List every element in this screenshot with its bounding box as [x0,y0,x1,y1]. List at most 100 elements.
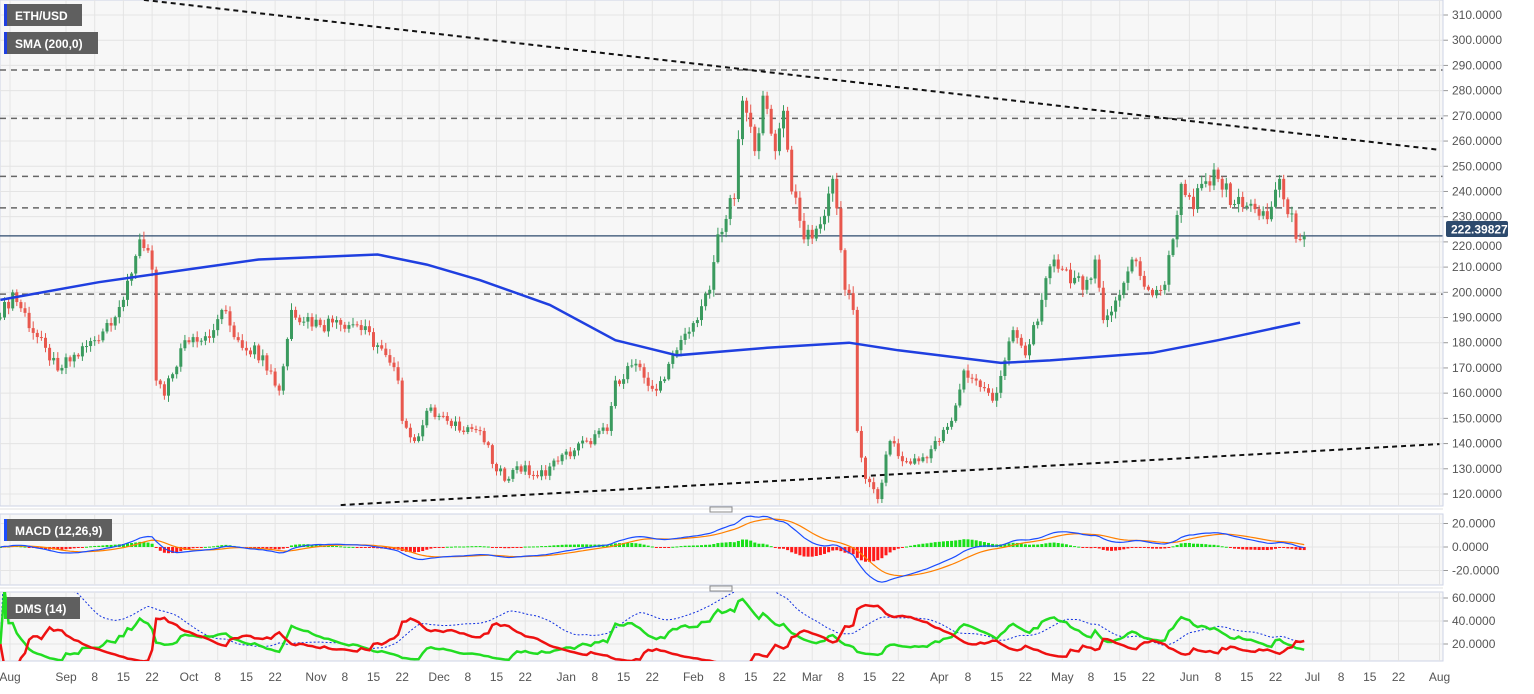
macd-histogram-bar [851,547,855,555]
macd-histogram-bar [404,547,408,552]
macd-histogram-bar [1175,544,1179,547]
candle-down [249,350,252,355]
price-tick-label: 300.0000 [1452,33,1502,47]
candle-up [523,465,527,472]
candle-down [244,347,248,351]
candle-down [142,239,146,248]
macd-histogram-bar [1179,543,1183,547]
time-tick-label: 22 [892,670,906,684]
macd-histogram-bar [253,547,257,548]
candle-down [835,178,839,209]
candle-up [134,256,138,274]
macd-histogram-bar [991,543,995,547]
drag-handle-icon[interactable] [709,506,733,513]
candle-down [798,197,802,221]
candle-down [355,324,359,326]
candle-down [187,340,191,343]
candle-up [80,346,84,357]
candle-down [900,456,904,462]
candle-down [642,367,646,378]
time-tick-label: 22 [268,670,282,684]
candle-up [814,228,818,239]
candle-up [999,375,1003,393]
candle-down [27,312,31,329]
candle-up [884,454,888,483]
macd-histogram-bar [786,547,790,551]
candle-up [671,355,675,364]
candle-up [281,366,285,391]
macd-histogram-bar [1269,547,1273,550]
sma-legend[interactable]: SMA (200,0) [4,32,98,54]
candle-up [736,139,740,200]
price-tick-label: 190.0000 [1452,311,1502,325]
price-plot[interactable] [0,0,1443,506]
candle-up [499,468,503,472]
candle-down [478,430,482,432]
candle-down [527,465,531,475]
time-tick-label: Mar [802,670,823,684]
price-tag: 222.39827 [1446,221,1508,237]
macd-histogram-bar [818,547,822,556]
candle-up [101,331,105,341]
macd-tick-label: -20.0000 [1452,564,1500,578]
candle-up [704,293,708,307]
dms-legend[interactable]: DMS (14) [4,597,80,619]
macd-histogram-bar [1130,547,1134,548]
candle-down [400,380,404,421]
macd-histogram-bar [638,543,642,547]
candle-down [359,325,363,331]
candle-down [876,489,880,500]
macd-histogram-bar [1118,547,1122,551]
price-tick-label: 120.0000 [1452,487,1502,501]
panel-splitter-1[interactable] [0,506,1443,513]
drag-handle-icon[interactable] [709,585,733,592]
macd-histogram-bar [978,541,982,547]
symbol-legend[interactable]: ETH/USD [4,4,82,26]
macd-tick-label: 20.0000 [1452,517,1496,531]
macd-histogram-bar [1056,542,1060,547]
macd-histogram-bar [462,546,466,548]
panel-splitter-2[interactable] [0,585,1443,592]
macd-histogram-bar [691,545,695,547]
candle-down [794,191,798,198]
trendline [143,0,1440,151]
time-tick-label: 8 [592,670,599,684]
macd-plot[interactable] [0,514,1443,585]
candle-up [946,426,949,430]
macd-histogram-bar [1159,547,1163,549]
candle-down [769,108,773,134]
price-tick-label: 290.0000 [1452,58,1502,72]
macd-histogram-bar [642,544,646,547]
candle-up [831,178,835,194]
candle-up [921,457,925,462]
macd-histogram-bar [154,547,158,549]
candle-up [613,380,617,407]
macd-legend[interactable]: MACD (12,26,9) [4,519,112,541]
candle-up [1085,279,1089,290]
price-tick-label: 270.0000 [1452,109,1502,123]
candle-up [285,338,289,367]
sma-legend-marker [4,32,7,54]
price-tick-label: 310.0000 [1452,8,1502,22]
macd-histogram-bar [1216,545,1220,547]
macd-histogram-bar [449,546,453,548]
macd-histogram-bar [257,547,261,549]
macd-histogram-bar [195,547,199,548]
macd-histogram-bar [351,546,355,548]
macd-histogram-bar [884,547,888,556]
candle-down [978,380,982,388]
macd-histogram-bar [343,546,347,548]
macd-histogram-bar [577,544,580,547]
macd-histogram-bar [121,544,125,547]
candle-up [782,110,785,129]
candle-down [1097,259,1101,288]
time-tick-label: 15 [744,670,758,684]
time-tick-label: 15 [617,670,631,684]
candle-up [216,319,220,331]
macd-histogram-bar [495,547,498,548]
dms-plot[interactable] [0,552,1443,667]
candle-up [1007,341,1011,361]
candle-up [626,366,630,380]
macd-histogram-bar [101,545,105,547]
candle-up [437,415,441,417]
